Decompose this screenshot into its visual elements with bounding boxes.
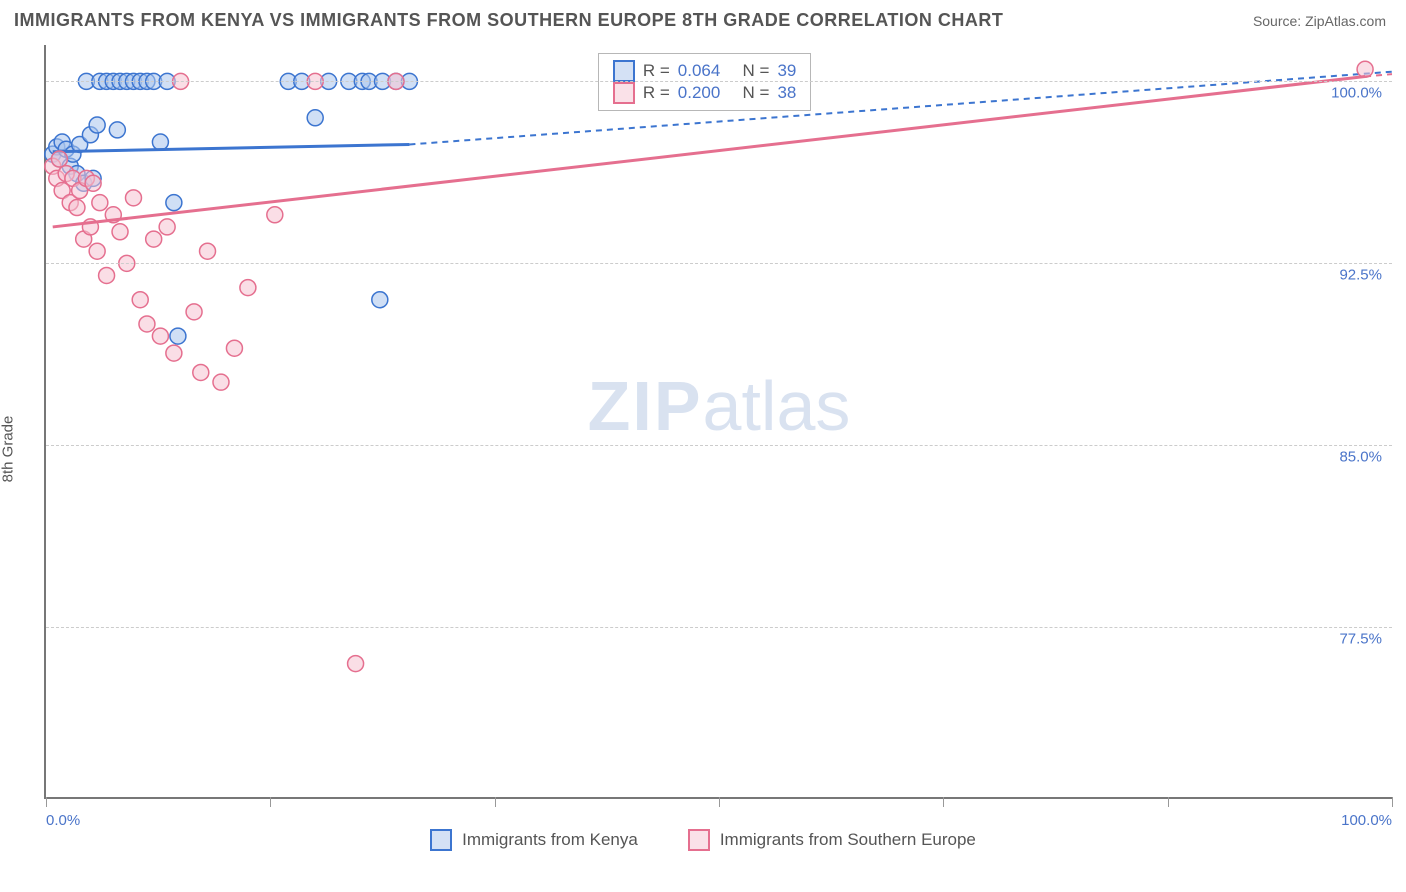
data-point [166,195,182,211]
legend-label: Immigrants from Kenya [462,830,638,850]
data-point [51,151,67,167]
legend-swatch [613,60,635,82]
data-point [186,304,202,320]
data-point [348,656,364,672]
data-point [213,374,229,390]
data-point [166,345,182,361]
source-attribution: Source: ZipAtlas.com [1253,13,1386,29]
x-tick [46,797,47,807]
x-tick [1168,797,1169,807]
regression-line [53,144,410,151]
gridline [46,81,1392,82]
data-point [372,292,388,308]
legend-swatch [688,829,710,851]
data-point [125,190,141,206]
plot-area: ZIPatlas R = 0.064 N = 39R = 0.200 N = 3… [44,45,1392,799]
data-point [112,224,128,240]
x-tick [943,797,944,807]
data-point [109,122,125,138]
x-tick [495,797,496,807]
data-point [85,175,101,191]
data-point [146,231,162,247]
x-tick-label: 0.0% [46,812,80,829]
title-bar: IMMIGRANTS FROM KENYA VS IMMIGRANTS FROM… [0,0,1406,39]
regression-extension [409,72,1392,145]
y-tick-label: 92.5% [1339,267,1382,284]
legend-n-label: N = [728,83,769,103]
legend-n-value: 38 [777,83,796,103]
chart-svg [46,45,1392,797]
legend-swatch [430,829,452,851]
legend-row: R = 0.064 N = 39 [613,60,797,82]
gridline [46,627,1392,628]
data-point [92,195,108,211]
legend-r-value: 0.200 [678,83,721,103]
gridline [46,263,1392,264]
data-point [152,134,168,150]
data-point [226,340,242,356]
data-point [200,243,216,259]
legend-swatch [613,82,635,104]
x-tick [1392,797,1393,807]
data-point [89,117,105,133]
data-point [1357,61,1373,77]
y-tick-label: 77.5% [1339,631,1382,648]
data-point [267,207,283,223]
data-point [159,219,175,235]
data-point [193,364,209,380]
x-tick [270,797,271,807]
x-tick-label: 100.0% [1341,812,1392,829]
legend-r-label: R = [643,83,670,103]
data-point [89,243,105,259]
data-point [240,280,256,296]
legend-label: Immigrants from Southern Europe [720,830,976,850]
legend-n-label: N = [728,61,769,81]
y-axis-label: 8th Grade [0,416,17,483]
chart-container: 8th Grade ZIPatlas R = 0.064 N = 39R = 0… [0,39,1406,859]
data-point [132,292,148,308]
data-point [99,267,115,283]
data-point [69,200,85,216]
y-tick-label: 85.0% [1339,449,1382,466]
data-point [152,328,168,344]
data-point [307,110,323,126]
data-point [170,328,186,344]
legend-item: Immigrants from Kenya [430,829,638,851]
series-legend: Immigrants from Kenya Immigrants from Sou… [0,829,1406,851]
legend-r-label: R = [643,61,670,81]
chart-title: IMMIGRANTS FROM KENYA VS IMMIGRANTS FROM… [14,10,1003,31]
data-point [139,316,155,332]
legend-row: R = 0.200 N = 38 [613,82,797,104]
legend-item: Immigrants from Southern Europe [688,829,976,851]
legend-n-value: 39 [777,61,796,81]
y-tick-label: 100.0% [1331,85,1382,102]
gridline [46,445,1392,446]
legend-r-value: 0.064 [678,61,721,81]
x-tick [719,797,720,807]
